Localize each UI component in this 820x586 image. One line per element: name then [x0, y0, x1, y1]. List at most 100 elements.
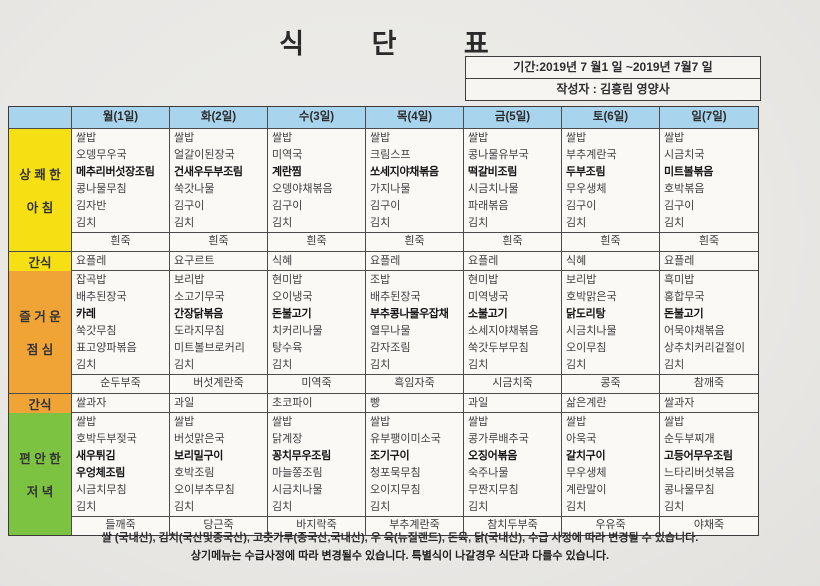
menu-item: 미역냉국: [468, 291, 509, 303]
porridge-cell: 흰죽: [72, 232, 169, 251]
section-snack-pm: 간식 쌀과자 과일 초코파이 빵 과일 삶은계란 쌀과자: [9, 394, 758, 413]
menu-item: 조밥: [370, 274, 391, 286]
section-label-text: 간식: [28, 256, 52, 270]
menu-item: 도라지무침: [174, 325, 225, 337]
day-cell: 쌀밥 오뎅무우국 메추리버섯장조림 콩나물무침 김자반 김치 흰죽: [72, 129, 170, 251]
menu-item: 호박두부젖국: [76, 433, 137, 445]
menu-item: 쌀밥: [664, 416, 685, 428]
section-label-snack-am: 간식: [9, 252, 72, 271]
menu-item: 김자반: [76, 200, 107, 212]
menu-item: 김치: [174, 217, 195, 229]
menu-item: 오이무침: [566, 342, 607, 354]
snack-item: 식혜: [268, 252, 366, 270]
menu-item: 김치: [76, 217, 97, 229]
snack-item: 과일: [464, 394, 562, 412]
menu-item: 콩나물유부국: [468, 149, 529, 161]
menu-item: 표고양파볶음: [76, 342, 137, 354]
menu-item: 오징어볶음: [468, 450, 518, 462]
menu-item: 콩나물무침: [76, 183, 127, 195]
menu-item: 쌀밥: [468, 416, 489, 428]
menu-item: 버섯맑은국: [174, 433, 225, 445]
day-header: 금(5일): [464, 107, 562, 128]
menu-item: 쌀밥: [272, 416, 293, 428]
snack-item: 삶은계란: [562, 394, 660, 412]
menu-item: 김치: [272, 217, 293, 229]
menu-item: 마늘쫑조림: [272, 467, 323, 479]
porridge-cell: 야채죽: [660, 516, 758, 535]
menu-item: 쏘세지야채볶음: [370, 166, 439, 178]
day-header: 토(6일): [562, 107, 660, 128]
menu-item: 파래볶음: [468, 200, 509, 212]
table-corner-cell: [9, 107, 72, 128]
menu-item: 열무나물: [370, 325, 411, 337]
menu-item: 무우생체: [566, 467, 607, 479]
menu-item: 쌀밥: [664, 132, 685, 144]
day-header: 화(2일): [170, 107, 268, 128]
menu-item: 잡곡밥: [76, 274, 107, 286]
porridge-cell: 미역죽: [268, 374, 365, 393]
menu-item: 쌀밥: [468, 132, 489, 144]
menu-item: 건새우두부조림: [174, 166, 243, 178]
snack-item: 쌀과자: [660, 394, 758, 412]
menu-item: 현미밥: [272, 274, 303, 286]
porridge-cell: 우유죽: [562, 516, 659, 535]
menu-item: 가지나물: [370, 183, 411, 195]
menu-item: 시금치국: [664, 149, 705, 161]
day-cell: 조밥 배추된장국 부추콩나물우잡채 열무나물 감자조림 김치 흑임자죽: [366, 271, 464, 393]
porridge-cell: 흰죽: [366, 232, 463, 251]
porridge-cell: 참깨죽: [660, 374, 758, 393]
menu-item: 호박맑은국: [566, 291, 617, 303]
day-cell: 쌀밥 버섯맑은국 보리밀구이 호박조림 오이부추무침 김치 당근죽: [170, 413, 268, 535]
menu-item: 쌀밥: [174, 132, 195, 144]
period-text: 기간:2019년 7 월1 일 ~2019년 7월7 일: [466, 57, 760, 79]
porridge-cell: 흰죽: [660, 232, 758, 251]
menu-item: 김구이: [272, 200, 303, 212]
menu-item: 계란말이: [566, 484, 607, 496]
menu-item: 김치: [468, 217, 489, 229]
menu-item: 얼갈이된장국: [174, 149, 235, 161]
menu-item: 쌀밥: [272, 132, 293, 144]
menu-item: 콩가루배추국: [468, 433, 529, 445]
footer-change-note: 상기메뉴는 수급사정에 따라 변경될수 있습니다. 특별식이 나갈경우 식단과 …: [190, 550, 610, 562]
menu-item: 김구이: [174, 200, 205, 212]
menu-item: 어묵야채볶음: [664, 325, 725, 337]
section-snack-am: 간식 요플레 요구르트 식혜 요플레 요플레 식혜 요플레: [9, 252, 758, 271]
menu-item: 메추리버섯장조림: [76, 166, 155, 178]
menu-item: 미역국: [272, 149, 303, 161]
porridge-cell: 버섯계란죽: [170, 374, 267, 393]
menu-item: 쑥갓나물: [174, 183, 215, 195]
menu-item: 무우생체: [566, 183, 607, 195]
menu-item: 김치: [76, 501, 97, 513]
menu-item: 오이냉국: [272, 291, 313, 303]
menu-item: 보리밥: [566, 274, 597, 286]
day-cell: 쌀밥 시금치국 미트볼볶음 호박볶음 김구이 김치 흰죽: [660, 129, 758, 251]
menu-item: 보리밀구이: [174, 450, 224, 462]
menu-item: 시금치나물: [566, 325, 617, 337]
porridge-cell: 시금치죽: [464, 374, 561, 393]
menu-item: 소고기무국: [174, 291, 225, 303]
menu-item: 쌀밥: [76, 416, 97, 428]
menu-item: 김치: [76, 359, 97, 371]
day-cell: 현미밥 오이냉국 돈불고기 치커리나물 탕수육 김치 미역죽: [268, 271, 366, 393]
menu-item: 김치: [174, 501, 195, 513]
menu-item: 김치: [664, 217, 685, 229]
menu-item: 시금치무침: [76, 484, 127, 496]
menu-item: 미트볼볶음: [664, 166, 714, 178]
menu-item: 쌀밥: [174, 416, 195, 428]
menu-item: 오이부추무침: [174, 484, 235, 496]
menu-item: 감자조림: [370, 342, 411, 354]
menu-item: 돈불고기: [664, 308, 704, 320]
menu-item: 호박볶음: [664, 183, 705, 195]
menu-item: 오뎅야채볶음: [272, 183, 333, 195]
menu-item: 조기구이: [370, 450, 410, 462]
menu-item: 미트볼브로커리: [174, 342, 245, 354]
menu-item: 김치: [566, 359, 587, 371]
menu-item: 쌀밥: [370, 132, 391, 144]
menu-item: 홍합무국: [664, 291, 705, 303]
snack-item: 쌀과자: [72, 394, 170, 412]
